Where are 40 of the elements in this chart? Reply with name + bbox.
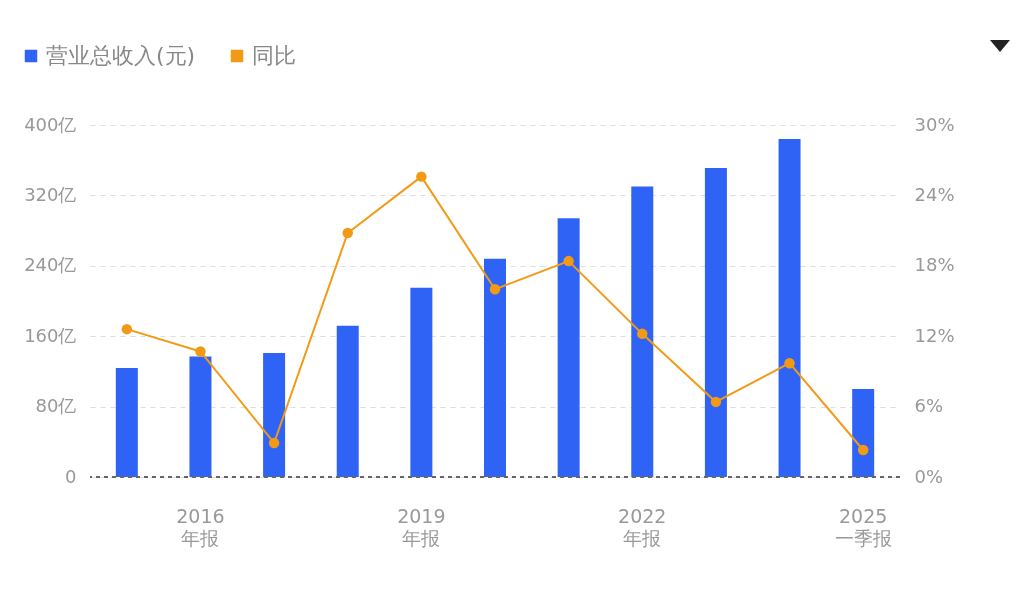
y2-tick-label: 24% [914,183,955,205]
point [563,255,574,267]
bar [263,352,286,477]
y-tick-label: 80亿 [35,395,77,417]
point [416,171,427,182]
x-tick-label: 2025 一季报 [834,504,892,549]
bar [852,389,875,477]
bar [189,356,212,477]
x-tick-label: 2022 年报 [618,504,667,549]
bar [484,258,506,477]
y2-tick-label: 18% [914,254,955,276]
bar [557,218,580,477]
x-tick-label: 2019 年报 [397,504,446,549]
bar [704,168,727,477]
y2-tick-label: 6% [914,395,944,417]
point [710,396,722,408]
legend-label: 营业总收入(元) [46,43,196,68]
y-tick-label: 320亿 [24,183,77,205]
point [195,346,206,357]
bar [778,139,801,477]
point [268,437,280,449]
legend-label: 同比 [252,43,296,68]
point [857,444,869,456]
point [121,323,133,335]
y-tick-label: 0 [65,465,77,487]
point [784,357,795,369]
y-tick-label: 400亿 [24,113,77,135]
y2-tick-label: 30% [914,113,955,135]
bar [115,367,138,477]
y-tick-label: 160亿 [24,324,77,346]
bar [410,287,433,477]
bar [631,186,654,477]
y-tick-label: 240亿 [24,254,77,276]
bar [336,325,359,477]
point [489,284,501,295]
point [342,227,353,239]
point [637,328,648,340]
y2-tick-label: 0% [914,465,944,487]
y2-tick-label: 12% [914,324,955,346]
x-tick-label: 2016 年报 [176,504,225,549]
